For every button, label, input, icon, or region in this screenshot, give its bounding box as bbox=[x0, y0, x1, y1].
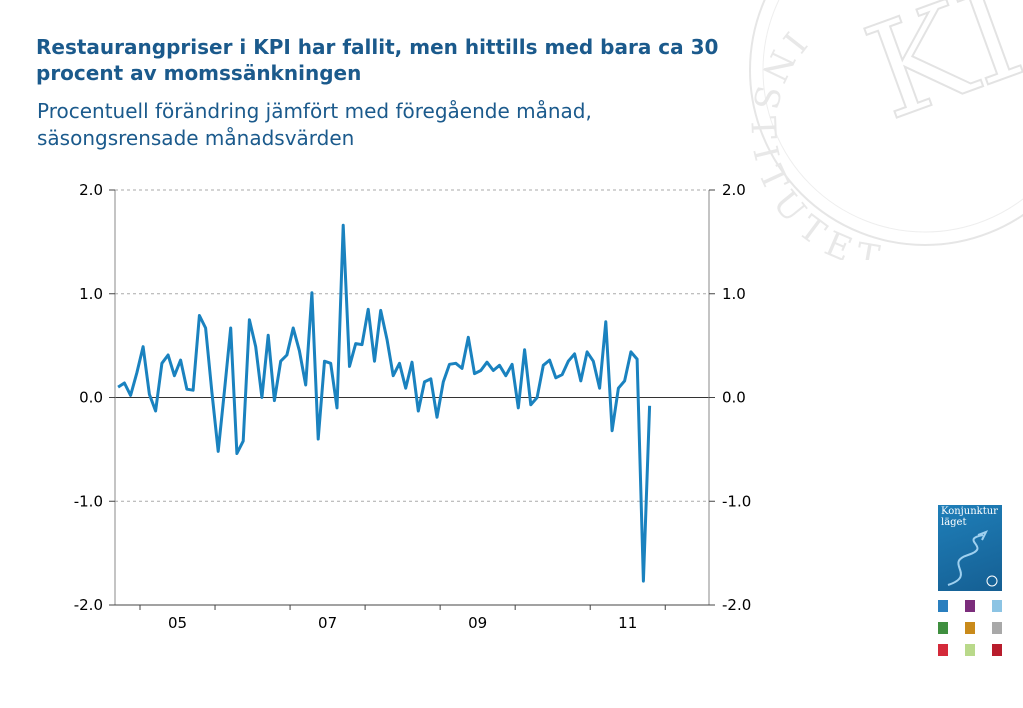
series-line bbox=[117, 223, 652, 583]
y-axis-left-labels: 2.0 1.0 0.0 -1.0 -2.0 bbox=[74, 181, 103, 614]
y-tick-label-right: -1.0 bbox=[722, 492, 751, 510]
color-swatch bbox=[965, 600, 975, 612]
y-tick-label-right: 1.0 bbox=[722, 285, 746, 303]
page-subtitle: Procentuell förändring jämfört med föreg… bbox=[37, 99, 592, 150]
color-swatch bbox=[992, 644, 1002, 656]
y-tick-label-right: -2.0 bbox=[722, 596, 751, 614]
konjunkturlaget-logo: Konjunktur läget bbox=[938, 505, 1002, 591]
color-swatch bbox=[938, 644, 948, 656]
x-tick-label: 11 bbox=[618, 614, 637, 632]
y-tick-label-right: 0.0 bbox=[722, 389, 746, 407]
x-tick-label: 05 bbox=[168, 614, 187, 632]
y-tick-label-left: 0.0 bbox=[79, 389, 103, 407]
y-tick-label-left: -1.0 bbox=[74, 492, 103, 510]
y-axis-right-labels: 2.0 1.0 0.0 -1.0 -2.0 bbox=[722, 181, 751, 614]
y-tick-label-left: 2.0 bbox=[79, 181, 103, 199]
color-swatch bbox=[992, 600, 1002, 612]
logo-text-line1: Konjunktur bbox=[941, 506, 998, 517]
y-tick-label-left: 1.0 bbox=[79, 285, 103, 303]
y-tick-label-left: -2.0 bbox=[74, 596, 103, 614]
grid-lines bbox=[115, 189, 709, 502]
ki-seal-watermark: INSTITUTET KI bbox=[742, 0, 1023, 260]
color-swatch bbox=[965, 644, 975, 656]
logo-graphic bbox=[947, 530, 998, 587]
y-axis-ticks bbox=[109, 189, 715, 606]
logo-text-line2: läget bbox=[941, 517, 967, 528]
x-tick-label: 07 bbox=[318, 614, 337, 632]
x-axis-ticks bbox=[139, 605, 666, 610]
color-swatch bbox=[938, 600, 948, 612]
color-swatch bbox=[938, 622, 948, 634]
x-axis-labels: 05 07 09 11 bbox=[168, 614, 637, 632]
x-tick-label: 09 bbox=[468, 614, 487, 632]
page-title: Restaurangpriser i KPI har fallit, men h… bbox=[36, 35, 719, 85]
y-tick-label-right: 2.0 bbox=[722, 181, 746, 199]
color-swatch bbox=[992, 622, 1002, 634]
color-swatch bbox=[965, 622, 975, 634]
